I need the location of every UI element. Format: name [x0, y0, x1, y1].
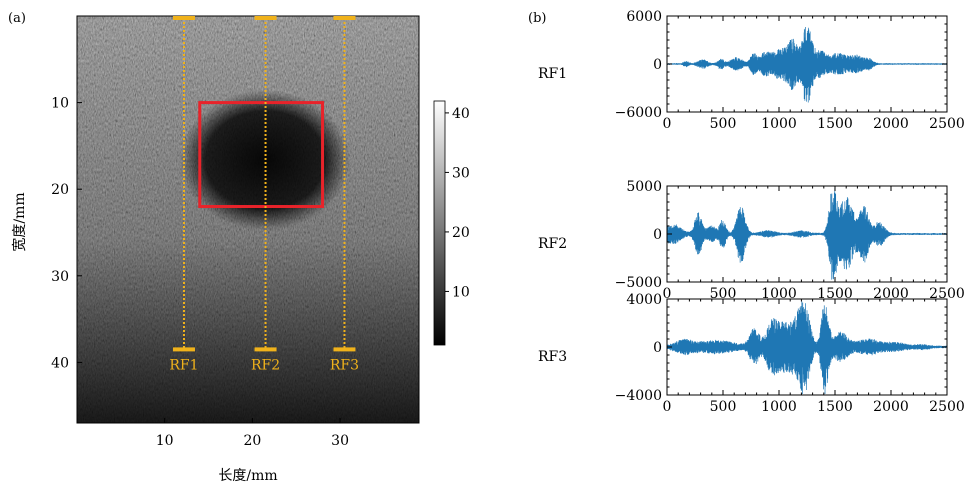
rf-x-tick-label: 0	[663, 286, 672, 302]
colorbar-ticks: 10 20 30 40	[445, 106, 470, 300]
rf-x-tick-label: 2500	[929, 286, 965, 302]
rf-x-tick-label: 2500	[929, 116, 965, 132]
rf-y-tick-label: 0	[653, 57, 662, 73]
panel-label-b: (b)	[528, 11, 546, 26]
image-axes: 10 20 30 10 20 30 40	[51, 15, 420, 449]
colorbar-tick-label: 10	[452, 284, 470, 300]
scan-line-label: RF2	[251, 357, 280, 373]
rf-x-tick-label: 0	[663, 116, 672, 132]
rf-x-tick-label: 1000	[761, 286, 797, 302]
colorbar-tick-label: 40	[452, 106, 470, 122]
rf-x-tick-label: 500	[710, 286, 737, 302]
rf-x-tick-label: 1500	[817, 286, 853, 302]
rf-y-tick-label: 0	[653, 227, 662, 243]
scan-line-cap	[172, 16, 195, 20]
roi-box	[198, 101, 325, 209]
rf-y-tick-label: −4000	[615, 388, 662, 404]
rf-x-tick-label: 1500	[817, 116, 853, 132]
rf-plot-label: RF2	[538, 236, 567, 252]
scan-line-cap	[254, 16, 277, 20]
image-overlay: RF1 RF2 RF3	[169, 16, 359, 373]
rf-y-tick-label: 0	[653, 340, 662, 356]
y-tick-label-a: 30	[51, 269, 69, 285]
scan-line-cap	[333, 347, 356, 352]
image-frame	[76, 15, 420, 424]
rf-series-rf2	[666, 188, 948, 280]
colorbar	[433, 100, 446, 346]
x-tick-label-a: 10	[156, 433, 174, 449]
y-tick-label-a: 10	[51, 96, 69, 112]
rf-x-tick-label: 2000	[873, 116, 909, 132]
rf-x-tick-label: 2000	[873, 286, 909, 302]
rf-series-rf3	[666, 301, 948, 395]
scan-line-label: RF3	[330, 357, 359, 373]
panel-label-a: (a)	[8, 11, 26, 26]
x-axis-label-a: 长度/mm	[218, 468, 277, 484]
rf-plot-label: RF3	[538, 349, 567, 365]
scan-line-cap	[254, 347, 277, 352]
y-axis-label-a: 宽度/mm	[11, 192, 28, 251]
rf-x-tick-label: 1000	[761, 116, 797, 132]
y-tick-label-a: 40	[51, 355, 69, 371]
x-tick-label-a: 20	[243, 433, 261, 449]
x-tick-label-a: 30	[331, 433, 349, 449]
rf-y-tick-label: 4000	[626, 292, 662, 308]
scan-line-cap	[172, 347, 195, 352]
colorbar-tick-label: 30	[452, 165, 470, 181]
rf-x-tick-label: 1000	[761, 399, 797, 415]
rf-series-rf1	[666, 26, 948, 103]
rf-x-tick-label: 500	[710, 116, 737, 132]
rf-y-tick-label: 5000	[626, 179, 662, 195]
rf-x-tick-label: 2000	[873, 399, 909, 415]
rf-x-tick-label: 1500	[817, 399, 853, 415]
rf-x-tick-label: 500	[710, 399, 737, 415]
rf-y-tick-label: 6000	[626, 9, 662, 25]
y-tick-label-a: 20	[51, 182, 69, 198]
rf-y-tick-label: −6000	[615, 105, 662, 121]
colorbar-tick-label: 20	[452, 225, 470, 241]
rf-x-tick-label: 2500	[929, 399, 965, 415]
rf-plot-label: RF1	[538, 66, 567, 82]
scan-line-cap	[333, 16, 356, 20]
rf-x-tick-label: 0	[663, 399, 672, 415]
ultrasound-image	[77, 16, 419, 423]
rf-y-tick-label: −5000	[615, 275, 662, 291]
scan-line-label: RF1	[169, 357, 198, 373]
